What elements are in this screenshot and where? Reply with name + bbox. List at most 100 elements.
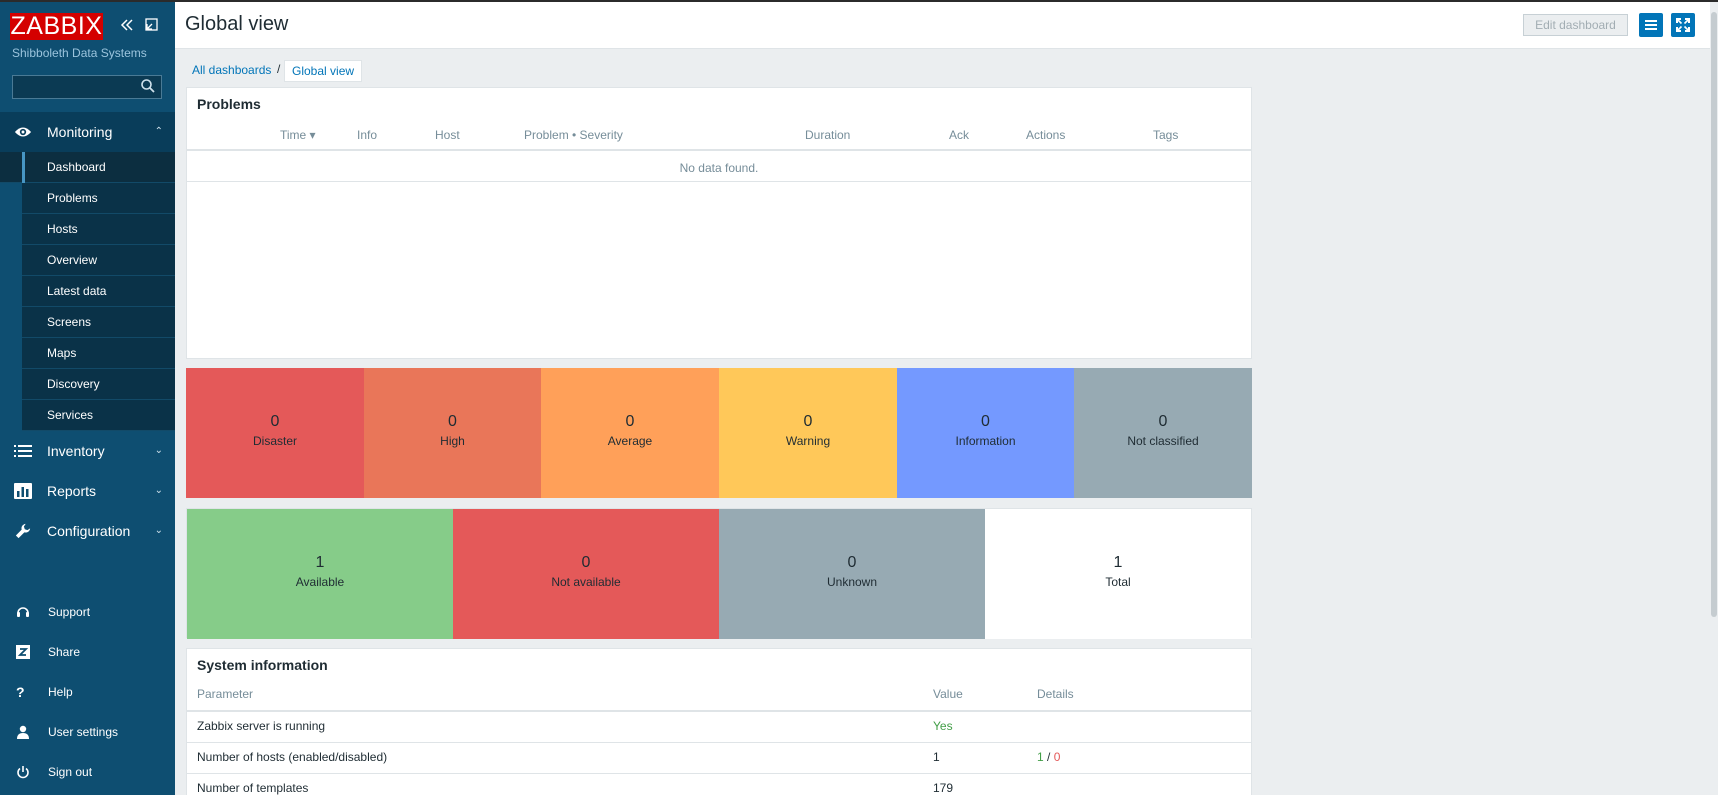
share-label: Share xyxy=(48,645,81,659)
dashboard-menu-button[interactable] xyxy=(1639,13,1663,37)
sidebar-item-label: Maps xyxy=(47,346,77,360)
column-header-value: Value xyxy=(933,687,963,701)
edit-dashboard-button[interactable]: Edit dashboard xyxy=(1523,14,1628,36)
hosts-disabled-count: 0 xyxy=(1053,750,1061,764)
sidebar-item-overview[interactable]: Overview xyxy=(0,245,175,276)
severity-tile-average[interactable]: 0 Average xyxy=(541,368,719,498)
hosts-enabled-count: 1 xyxy=(1037,750,1044,764)
scrollbar-thumb[interactable] xyxy=(1711,12,1717,617)
system-information-widget: System information Parameter Value Detai… xyxy=(186,648,1252,795)
column-header-tags: Tags xyxy=(1153,128,1179,142)
chevron-down-icon: ⌄ xyxy=(154,485,163,496)
system-information-title: System information xyxy=(197,657,328,673)
menu-configuration-label: Configuration xyxy=(47,523,131,539)
severity-label: Not classified xyxy=(1127,434,1199,448)
support-link[interactable]: Support xyxy=(0,592,175,632)
details-separator: / xyxy=(1047,750,1051,764)
column-header-problem-severity[interactable]: Problem • Severity xyxy=(524,128,623,142)
column-header-details: Details xyxy=(1037,687,1074,701)
menu-monitoring[interactable]: Monitoring ⌃ xyxy=(0,112,175,152)
fullscreen-button[interactable] xyxy=(1671,13,1695,37)
severity-count: 0 xyxy=(448,413,457,430)
page-scrollbar[interactable] xyxy=(1710,2,1718,795)
menu-monitoring-label: Monitoring xyxy=(47,124,113,140)
severity-label: High xyxy=(440,434,465,448)
sidebar-search-input[interactable] xyxy=(12,75,162,99)
table-row-divider xyxy=(187,773,1251,774)
sidebar-item-screens[interactable]: Screens xyxy=(0,307,175,338)
sidebar-item-label: Overview xyxy=(47,253,98,267)
help-link[interactable]: ? Help xyxy=(0,672,175,712)
eye-icon xyxy=(14,127,32,137)
column-header-time[interactable]: Time ▾ xyxy=(280,128,316,142)
help-label: Help xyxy=(48,685,73,699)
chevron-down-icon: ⌄ xyxy=(154,445,163,456)
sidebar-item-label: Screens xyxy=(47,315,92,329)
sidebar-item-label: Problems xyxy=(47,191,98,205)
column-header-info: Info xyxy=(357,128,378,142)
table-header-divider xyxy=(187,710,1251,712)
menu-reports[interactable]: Reports ⌄ xyxy=(0,471,175,511)
severity-count: 0 xyxy=(981,413,990,430)
kiosk-sidebar-icon[interactable] xyxy=(145,18,158,35)
severity-tile-high[interactable]: 0 High xyxy=(364,368,541,498)
window-top-border xyxy=(0,0,1718,2)
table-row-value: Yes xyxy=(933,719,953,733)
column-header-host[interactable]: Host xyxy=(435,128,460,142)
breadcrumb-separator: / xyxy=(277,62,281,76)
headset-icon xyxy=(17,607,29,617)
sidebar-item-label: Discovery xyxy=(47,377,100,391)
breadcrumb-all-dashboards[interactable]: All dashboards xyxy=(192,63,272,77)
severity-label: Disaster xyxy=(252,434,297,448)
zabbix-logo[interactable]: ZABBIX xyxy=(10,12,103,40)
availability-count: 1 xyxy=(315,554,325,571)
collapse-sidebar-icon[interactable] xyxy=(120,18,134,36)
sidebar-item-problems[interactable]: Problems xyxy=(0,183,175,214)
sidebar-item-maps[interactable]: Maps xyxy=(0,338,175,369)
availability-count: 1 xyxy=(1113,554,1123,571)
page-header: Global view Edit dashboard xyxy=(175,2,1710,49)
sidebar-item-services[interactable]: Services xyxy=(0,400,175,431)
table-row-details: 1 / 0 xyxy=(1037,750,1060,764)
severity-tile-disaster[interactable]: 0 Disaster xyxy=(186,368,364,498)
wrench-icon xyxy=(15,523,31,539)
sidebar-item-label: Services xyxy=(47,408,94,422)
sidebar-item-discovery[interactable]: Discovery xyxy=(0,369,175,400)
share-link[interactable]: Share xyxy=(0,632,175,672)
support-label: Support xyxy=(48,605,91,619)
column-header-actions: Actions xyxy=(1026,128,1066,142)
fullscreen-icon xyxy=(1676,18,1690,32)
no-data-message: No data found. xyxy=(679,161,759,175)
severity-tile-not-classified[interactable]: 0 Not classified xyxy=(1074,368,1252,498)
problems-widget-title: Problems xyxy=(197,96,261,112)
sidebar-item-dashboard[interactable]: Dashboard xyxy=(0,152,175,183)
search-icon[interactable] xyxy=(140,78,156,94)
user-settings-link[interactable]: User settings xyxy=(0,712,175,752)
monitoring-submenu: Dashboard Problems Hosts Overview Latest… xyxy=(0,152,175,431)
table-row-value: 179 xyxy=(933,781,954,795)
hamburger-icon xyxy=(1645,20,1657,30)
severity-tile-warning[interactable]: 0 Warning xyxy=(719,368,897,498)
sidebar-item-latest-data[interactable]: Latest data xyxy=(0,276,175,307)
table-row-value: 1 xyxy=(933,750,940,764)
main-menu: Monitoring ⌃ Dashboard Problems Hosts Ov… xyxy=(0,112,175,551)
breadcrumb-current[interactable]: Global view xyxy=(284,60,363,82)
sidebar-item-hosts[interactable]: Hosts xyxy=(0,214,175,245)
availability-tile-unknown[interactable]: 0 Unknown xyxy=(719,509,985,639)
availability-tile-total[interactable]: 1 Total xyxy=(985,509,1251,639)
menu-inventory[interactable]: Inventory ⌄ xyxy=(0,431,175,471)
user-menu: Support Share ? Help User settings Sign … xyxy=(0,592,175,792)
severity-label: Warning xyxy=(785,434,831,448)
sign-out-link[interactable]: Sign out xyxy=(0,752,175,792)
sidebar-item-label: Dashboard xyxy=(47,160,106,174)
problems-widget: Problems Time ▾ Info Host Problem • Seve… xyxy=(186,87,1252,359)
menu-configuration[interactable]: Configuration ⌄ xyxy=(0,511,175,551)
severity-tile-information[interactable]: 0 Information xyxy=(897,368,1074,498)
chevron-up-icon: ⌃ xyxy=(154,126,163,137)
severity-label: Average xyxy=(607,434,653,448)
availability-tile-not-available[interactable]: 0 Not available xyxy=(453,509,719,639)
question-icon: ? xyxy=(16,684,25,700)
severity-count: 0 xyxy=(1158,413,1168,430)
availability-count: 0 xyxy=(581,554,591,571)
availability-tile-available[interactable]: 1 Available xyxy=(187,509,453,639)
